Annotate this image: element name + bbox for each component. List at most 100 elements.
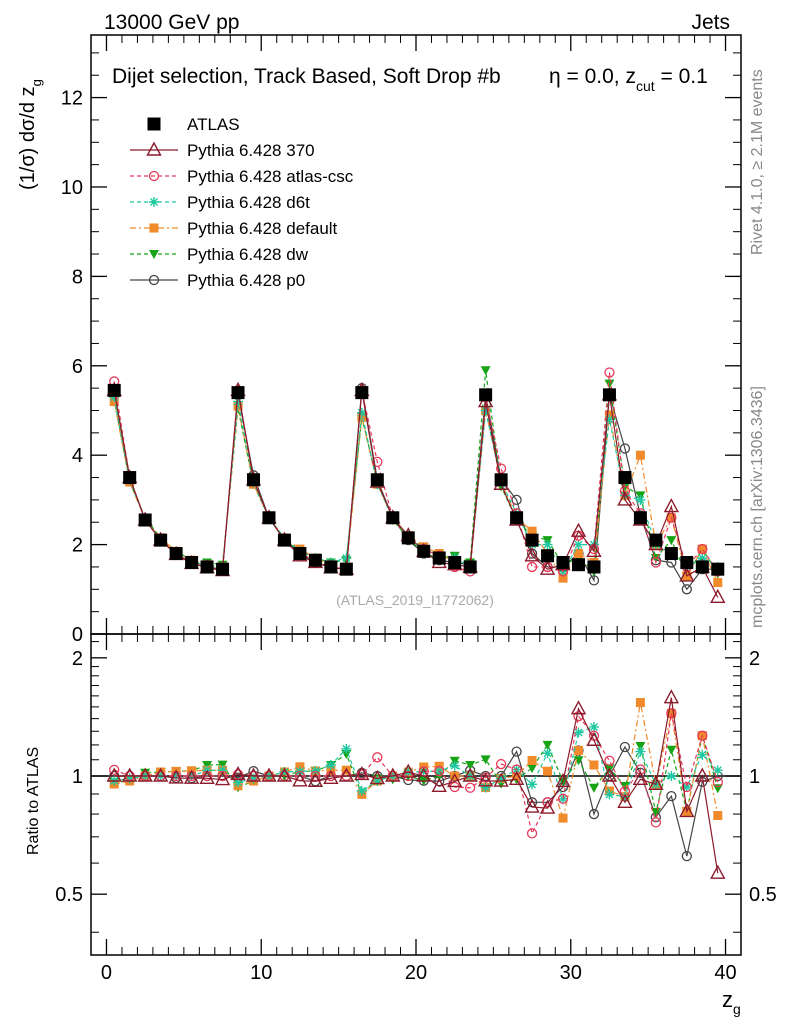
data-point-ratio (495, 758, 507, 770)
data-point-ratio (465, 761, 476, 771)
legend-marker-atlascsc (148, 170, 160, 182)
y-tick-label: 12 (61, 88, 83, 110)
data-point-ratio (199, 769, 215, 784)
data-point-ratio (588, 808, 600, 820)
data-point-main (339, 562, 353, 576)
data-point-main (526, 561, 538, 573)
mcplots-label: mcplots.cern.ch [arXiv:1306.3436] (749, 386, 766, 628)
data-point-ratio (681, 782, 692, 793)
data-point-main (479, 388, 493, 402)
data-point-ratio (574, 746, 583, 756)
series-line-main (113, 372, 719, 573)
data-point-ratio (650, 808, 661, 818)
data-point-main (649, 533, 663, 547)
x-axis-subscript: g (733, 1001, 741, 1017)
data-point-main (480, 405, 491, 416)
ratio-y-tick-label: 1 (72, 766, 83, 788)
legend-marker-d6t (149, 197, 159, 207)
data-point-ratio (325, 760, 336, 771)
data-point-ratio (635, 767, 646, 778)
legend-label-atlas: ATLAS (187, 115, 240, 134)
ratio-y-tick-label-right: 0.5 (749, 884, 777, 906)
series-line-main (113, 390, 719, 598)
data-point-main (666, 536, 677, 546)
data-point-ratio (527, 764, 538, 774)
data-point-ratio (323, 769, 339, 784)
data-point-ratio (230, 765, 246, 781)
data-point-ratio (543, 766, 553, 776)
data-point-main (169, 547, 183, 561)
data-point-ratio (697, 730, 708, 741)
data-point-main (386, 511, 400, 525)
data-point-ratio (527, 779, 538, 790)
data-point-ratio (217, 765, 228, 776)
data-point-ratio (310, 770, 321, 782)
data-point-ratio (385, 767, 401, 782)
data-point-ratio (697, 749, 708, 760)
data-point-main (525, 533, 539, 547)
data-point-ratio (261, 767, 277, 782)
data-point-ratio (632, 770, 649, 786)
data-point-ratio (493, 772, 509, 787)
data-point-ratio (449, 760, 460, 771)
data-point-ratio (416, 767, 432, 782)
data-point-ratio (558, 813, 568, 823)
data-point-ratio (601, 767, 618, 782)
data-point-ratio (542, 797, 553, 808)
data-point-main (710, 588, 726, 604)
data-point-ratio (480, 755, 491, 765)
data-point-main (650, 557, 662, 568)
data-point-ratio (124, 773, 135, 784)
data-point-ratio (434, 765, 445, 777)
data-point-ratio (666, 790, 677, 802)
y-tick-label: 6 (72, 356, 83, 378)
data-point-main (558, 573, 568, 583)
series-line-ratio (114, 697, 719, 874)
legend-label-p370: Pythia 6.428 370 (187, 141, 315, 160)
data-point-ratio (635, 764, 646, 775)
x-tick-label: 0 (101, 962, 112, 984)
data-point-ratio (524, 798, 540, 813)
main-y-axis-label: (1/σ) dσ/d zg (17, 79, 44, 190)
data-point-main (633, 511, 647, 525)
data-point-main (401, 531, 415, 545)
legend-marker-p0 (148, 274, 160, 286)
data-point-main (233, 396, 244, 407)
data-point-ratio (681, 781, 692, 793)
data-point-ratio (152, 767, 169, 782)
data-point-main (200, 560, 214, 574)
data-point-ratio (635, 698, 645, 708)
data-point-ratio (557, 793, 569, 804)
plot-title: Dijet selection, Track Based, Soft Drop … (112, 65, 501, 88)
data-point-main (527, 526, 537, 536)
data-point-main (355, 386, 369, 400)
ratio-y-axis-label: Ratio to ATLAS (25, 747, 42, 855)
ratio-y-tick-label-right: 1 (749, 766, 760, 788)
data-point-ratio (369, 770, 385, 785)
data-point-ratio (465, 782, 476, 793)
series-atlas (107, 383, 725, 576)
data-point-ratio (648, 775, 664, 791)
y-tick-label: 10 (61, 177, 83, 199)
data-point-main (262, 511, 276, 525)
data-point-main (619, 485, 631, 497)
data-point-ratio (617, 793, 633, 808)
data-point-main (511, 494, 522, 506)
data-point-main (586, 542, 602, 558)
data-point-main (604, 414, 615, 425)
data-point-ratio (233, 777, 244, 788)
data-point-ratio (558, 793, 569, 804)
data-point-ratio (508, 770, 525, 786)
data-point-main (697, 553, 708, 564)
data-point-main (602, 388, 616, 402)
legend-label-d6t: Pythia 6.428 d6t (187, 193, 310, 212)
data-point-ratio (477, 772, 494, 787)
title-eta-text: η = 0.0, z (549, 65, 636, 88)
data-point-main (417, 544, 431, 558)
data-point-ratio (214, 771, 231, 786)
data-point-ratio (217, 760, 228, 770)
data-point-main (679, 567, 695, 582)
data-point-main (713, 578, 723, 588)
